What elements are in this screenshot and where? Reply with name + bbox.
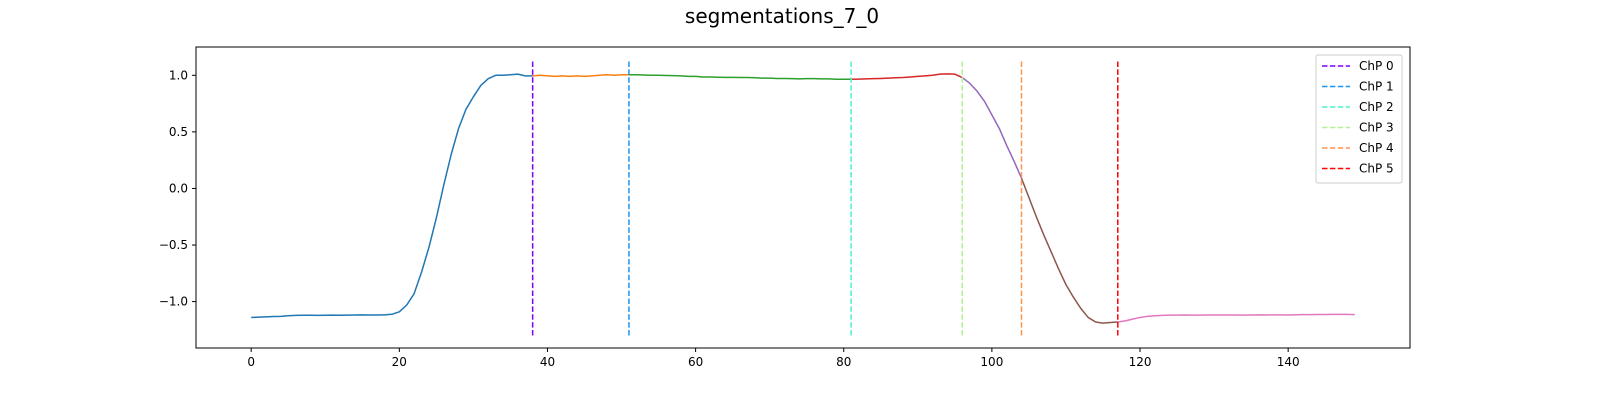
y-tick-label: 0.0 [169,181,188,195]
signal-segment-0 [251,73,533,319]
legend-label: ChP 3 [1359,121,1394,135]
legend-label: ChP 2 [1359,100,1394,114]
x-tick-label: 120 [1129,355,1152,369]
x-tick-label: 60 [688,355,703,369]
x-tick-label: 40 [540,355,555,369]
axes-frame [195,46,1411,349]
y-tick-label: −1.0 [159,295,188,309]
legend-label: ChP 0 [1359,59,1394,73]
x-tick-label: 20 [392,355,407,369]
legend-label: ChP 4 [1359,141,1394,155]
x-tick-label: 80 [836,355,851,369]
x-tick-label: 140 [1277,355,1300,369]
chart-title: segmentations_7_0 [685,4,879,28]
y-tick-label: −0.5 [159,238,188,252]
x-tick-label: 0 [247,355,255,369]
legend: ChP 0 ChP 1 ChP 2 ChP 3 ChP 4 ChP 5 [1315,54,1403,184]
signal-segment-1 [532,73,629,78]
legend-label: ChP 5 [1359,162,1394,176]
signal-segment-6 [1117,313,1355,323]
legend-box [1315,54,1403,184]
axes: 0 20 40 60 80 100 120 140 −1.0 −0.5 0.0 0.5 1.0 [159,46,1411,369]
signal-segment-3 [851,73,963,80]
signal-segment-2 [628,73,852,80]
x-tick-label: 100 [980,355,1003,369]
legend-label: ChP 1 [1359,80,1394,94]
signal-segment-5 [1020,177,1118,324]
y-tick-label: 0.5 [169,125,188,139]
plot-area [251,60,1355,336]
signal-segment-4 [961,76,1023,179]
y-tick-label: 1.0 [169,68,188,82]
